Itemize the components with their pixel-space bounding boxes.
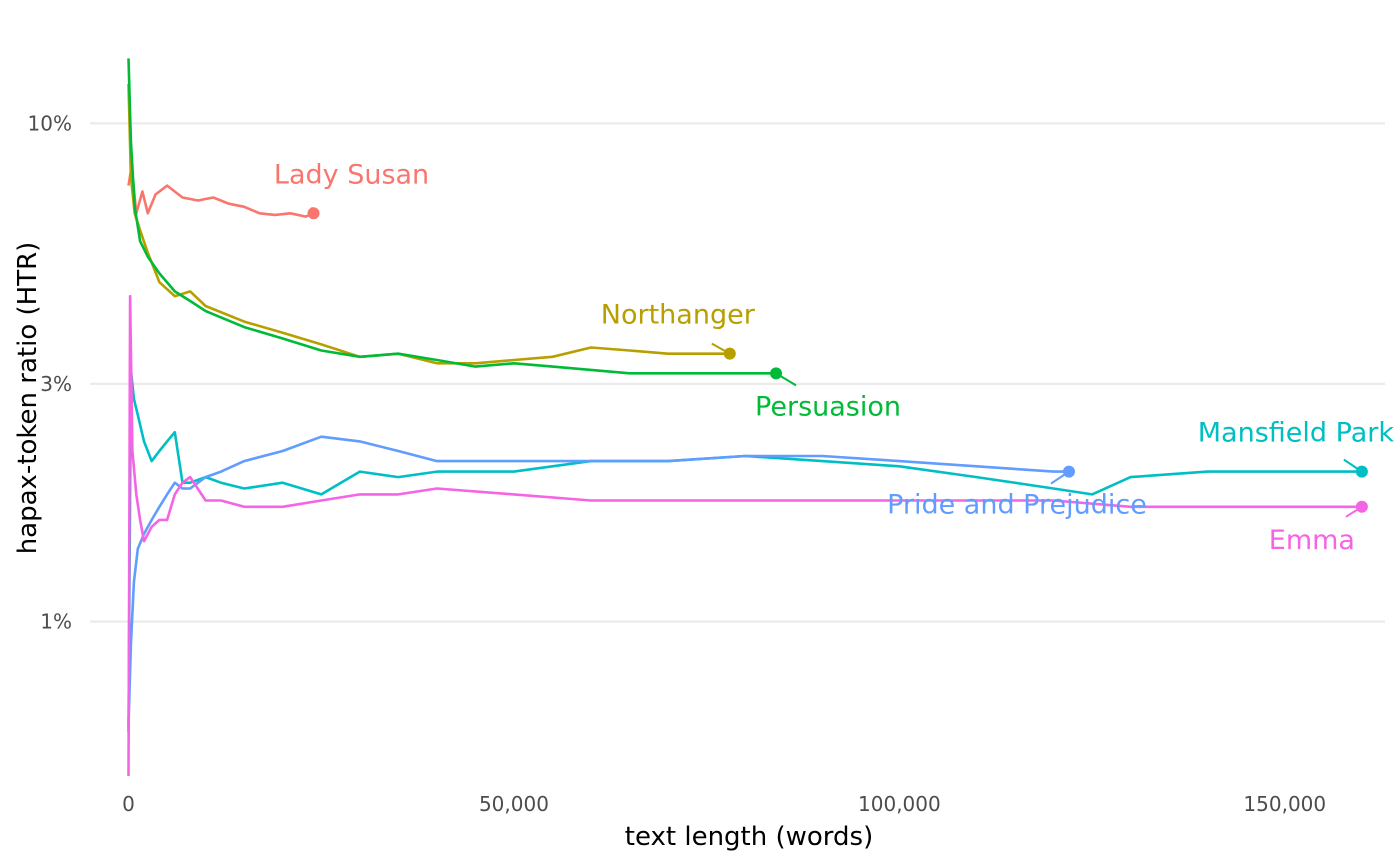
x-axis-ticks: 0 50,000 100,000 150,000	[122, 792, 1326, 816]
label-leader-northanger	[711, 342, 731, 355]
series-line-pride-and-prejudice	[127, 435, 1069, 726]
y-tick-label: 3%	[40, 372, 72, 396]
series-lines	[127, 58, 1362, 777]
label-leader-pride-and-prejudice	[1050, 470, 1070, 485]
series-label-emma: Emma	[1269, 525, 1355, 556]
series-label-persuasion: Persuasion	[755, 391, 901, 422]
series-labels: Lady Susan Northanger Persuasion Mansfield …	[274, 159, 1394, 556]
y-tick-label: 10%	[28, 111, 72, 135]
series-line-emma	[127, 294, 1362, 777]
x-tick-label: 150,000	[1243, 792, 1326, 816]
x-axis-title: text length (words)	[625, 822, 873, 852]
series-label-northanger: Northanger	[601, 300, 756, 331]
series-label-lady-susan: Lady Susan	[274, 159, 429, 190]
series-line-persuasion	[127, 58, 776, 375]
x-tick-label: 100,000	[858, 792, 941, 816]
series-line-lady-susan	[127, 165, 315, 218]
y-axis-title: hapax-token ratio (HTR)	[13, 242, 43, 555]
label-leader-lady-susan	[310, 206, 315, 214]
label-leader-persuasion	[775, 372, 797, 387]
y-axis-ticks: 1% 3% 10%	[28, 111, 72, 633]
label-leader-emma	[1345, 505, 1363, 518]
x-tick-label: 50,000	[479, 792, 549, 816]
series-line-mansfield-park	[127, 368, 1362, 733]
y-tick-label: 1%	[40, 610, 72, 634]
series-line-northanger	[127, 83, 730, 365]
gridlines	[90, 122, 1385, 623]
x-tick-label: 0	[122, 792, 135, 816]
series-endpoints	[307, 207, 1368, 513]
series-label-mansfield-park: Mansfield Park	[1198, 418, 1395, 449]
label-leader-mansfield-park	[1343, 458, 1363, 473]
series-label-pride-and-prejudice: Pride and Prejudice	[887, 490, 1147, 521]
